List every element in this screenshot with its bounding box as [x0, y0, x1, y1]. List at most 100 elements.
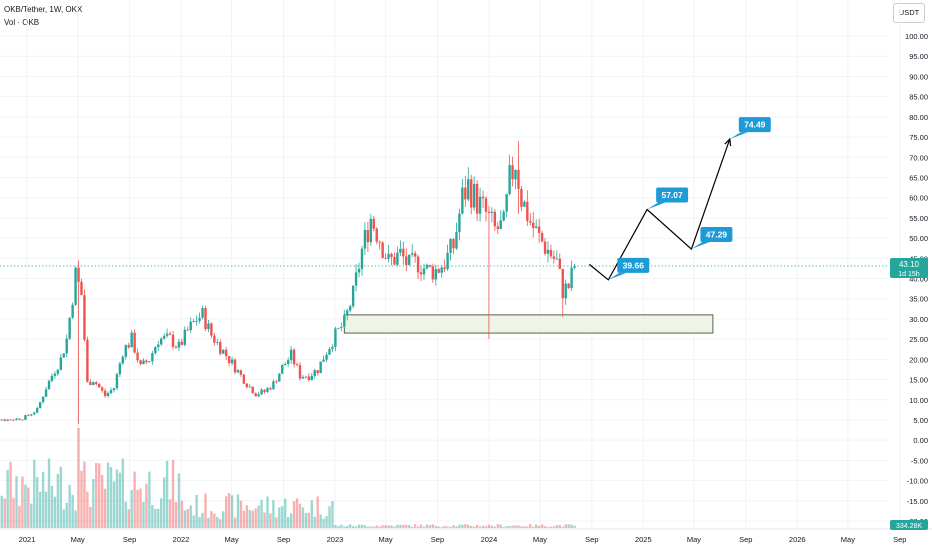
volume-bar [496, 524, 499, 528]
volume-bar [310, 500, 313, 528]
x-tick-label: Sep [585, 535, 598, 544]
candle-body [109, 390, 113, 394]
candle-body [505, 194, 508, 212]
volume-bar [437, 526, 440, 528]
volume-bar [275, 517, 278, 528]
candle-body [546, 249, 550, 254]
volume-bar [549, 526, 553, 528]
candle-body [95, 382, 98, 385]
price-badge-value: 43.10 [899, 260, 920, 269]
volume-badge [890, 520, 928, 530]
y-tick-label: 35.00 [909, 295, 928, 304]
volume-bar [517, 525, 520, 528]
volume-bar [502, 526, 505, 528]
volume-bar [106, 462, 110, 528]
candle-body [408, 254, 411, 265]
volume-bar [298, 503, 302, 528]
volume-bar [71, 494, 74, 528]
candle-body [83, 295, 86, 340]
volume-bar [555, 525, 559, 528]
volume-bar [80, 470, 83, 528]
y-tick-label: -10.00 [907, 477, 928, 486]
volume-bar [301, 507, 305, 528]
candle-body [340, 326, 343, 328]
candle-body [30, 414, 33, 416]
candle-body [496, 226, 499, 229]
candle-body [440, 267, 443, 273]
candle-body [98, 384, 101, 388]
volume-bar [68, 484, 71, 528]
candle-body [526, 201, 529, 222]
candle-body [18, 418, 21, 420]
volume-legend[interactable]: Vol · OKB [4, 18, 40, 27]
price-callout: 39.66 [608, 257, 650, 280]
y-tick-label: 75.00 [909, 133, 928, 142]
volume-bar [222, 511, 225, 528]
volume-bar [12, 498, 15, 528]
volume-bar [100, 474, 104, 528]
candle-body [115, 374, 119, 389]
volume-bar [319, 514, 322, 528]
x-tick-label: Sep [123, 535, 136, 544]
candle-body [334, 328, 337, 348]
volume-bar [363, 525, 367, 528]
symbol-name[interactable]: OKB/Tether [4, 5, 45, 14]
volume-bar [0, 495, 3, 528]
candle-body [573, 265, 576, 268]
volume-bar [428, 525, 432, 528]
y-tick-label: 10.00 [909, 396, 928, 405]
volume-bar [109, 466, 113, 528]
candle-body [12, 419, 15, 421]
candle-body [378, 241, 381, 243]
candle-body [343, 315, 346, 327]
candle-body [464, 187, 467, 200]
interval-label[interactable]: 1W [49, 5, 61, 14]
volume-bar [526, 526, 529, 528]
candle-body [467, 179, 470, 200]
volume-bar [434, 525, 437, 528]
volume-bar [422, 526, 426, 528]
candle-body [493, 211, 497, 227]
candle-body [481, 196, 485, 199]
volume-bar [393, 526, 396, 528]
volume-bar [425, 524, 429, 528]
callout-pointer [608, 272, 627, 280]
candle-body [233, 359, 237, 373]
x-tick-label: May [841, 535, 855, 544]
volume-bar [47, 458, 51, 528]
currency-button[interactable]: USDT [893, 3, 925, 23]
volume-bar [192, 515, 195, 528]
candle-body [130, 332, 133, 348]
candle-body [162, 335, 166, 339]
candle-body [168, 333, 172, 335]
volume-bar [419, 524, 423, 528]
candle-body [434, 269, 437, 280]
candle-body [62, 353, 65, 358]
volume-bar [455, 526, 458, 528]
callout-label: 74.49 [744, 120, 766, 130]
volume-bar [174, 502, 178, 528]
candle-body [304, 376, 308, 378]
price-callout: 57.07 [647, 187, 689, 210]
volume-bar [257, 505, 260, 528]
volume-bar [198, 516, 201, 528]
candle-body [523, 201, 526, 207]
volume-bar [529, 524, 532, 528]
volume-bar [245, 505, 249, 528]
volume-bar [508, 526, 511, 528]
x-tick-label: Sep [277, 535, 290, 544]
callout-pointer [729, 132, 748, 140]
candle-body [478, 196, 482, 214]
candle-body [266, 388, 269, 392]
candle-body [68, 317, 71, 339]
volume-bar [487, 524, 491, 528]
candle-body [564, 283, 567, 299]
volume-bar [89, 506, 92, 528]
volume-bar [375, 525, 378, 528]
callout-box [738, 117, 771, 133]
volume-bar [561, 526, 564, 528]
volume-bar [18, 505, 21, 528]
volume-bar [59, 466, 63, 528]
volume-bar [204, 493, 207, 528]
